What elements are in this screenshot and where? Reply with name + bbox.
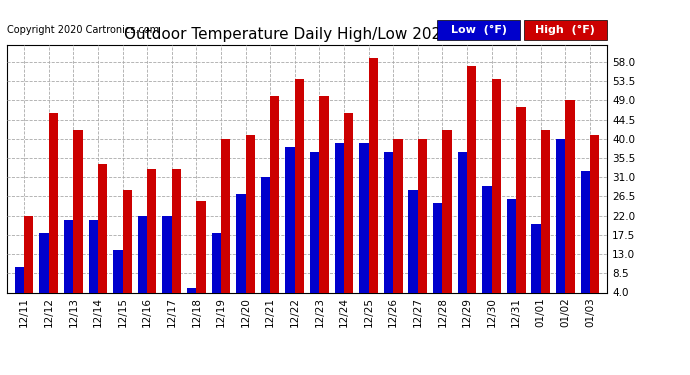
Bar — [49, 113, 58, 310]
Bar — [14, 267, 24, 310]
Bar — [319, 96, 328, 310]
Text: High  (°F): High (°F) — [535, 25, 595, 35]
Bar — [590, 135, 600, 310]
Bar — [507, 199, 516, 310]
Bar — [359, 143, 368, 310]
Bar — [212, 233, 221, 310]
Bar — [286, 147, 295, 310]
Bar — [39, 233, 49, 310]
Bar — [147, 169, 157, 310]
Bar — [408, 190, 417, 310]
Bar — [467, 66, 476, 310]
Bar — [393, 139, 402, 310]
Bar — [335, 143, 344, 310]
Bar — [482, 186, 491, 310]
Bar — [138, 216, 147, 310]
Bar — [162, 216, 172, 310]
Bar — [197, 201, 206, 310]
Bar — [531, 224, 541, 310]
Bar — [384, 152, 393, 310]
Bar — [295, 79, 304, 310]
Bar — [246, 135, 255, 310]
Bar — [556, 139, 565, 310]
Bar — [417, 139, 427, 310]
Bar — [457, 152, 467, 310]
Bar — [368, 58, 378, 310]
Bar — [516, 107, 526, 310]
Bar — [491, 79, 501, 310]
Bar — [98, 165, 107, 310]
Text: Copyright 2020 Cartronics.com: Copyright 2020 Cartronics.com — [7, 25, 159, 35]
Bar — [123, 190, 132, 310]
Bar — [270, 96, 279, 310]
Bar — [310, 152, 319, 310]
Bar — [261, 177, 270, 310]
Title: Outdoor Temperature Daily High/Low 20200104: Outdoor Temperature Daily High/Low 20200… — [124, 27, 490, 42]
Bar — [221, 139, 230, 310]
Bar — [88, 220, 98, 310]
Text: Low  (°F): Low (°F) — [451, 25, 507, 35]
Bar — [187, 288, 197, 310]
Bar — [73, 130, 83, 310]
Bar — [565, 100, 575, 310]
Bar — [433, 203, 442, 310]
Bar — [442, 130, 452, 310]
Bar — [236, 194, 246, 310]
Bar — [172, 169, 181, 310]
Bar — [113, 250, 123, 310]
Bar — [64, 220, 73, 310]
Bar — [24, 216, 34, 310]
Bar — [580, 171, 590, 310]
Bar — [541, 130, 550, 310]
Bar — [344, 113, 353, 310]
